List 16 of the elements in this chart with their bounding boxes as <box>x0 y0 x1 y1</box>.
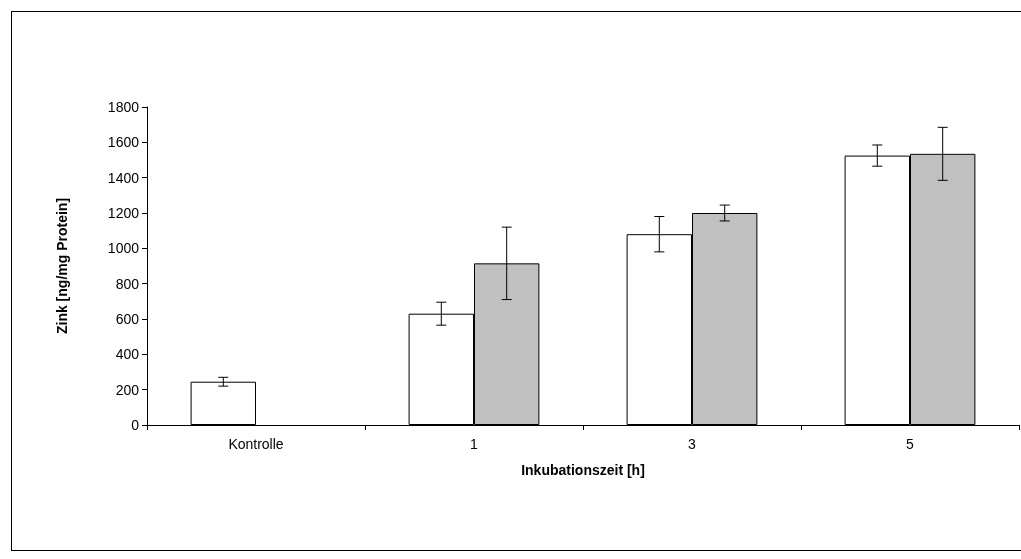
y-tick-label: 1000 <box>107 240 140 257</box>
y-tick-label: 200 <box>115 381 140 398</box>
x-tick-label: 3 <box>688 436 697 452</box>
x-tick-label: 5 <box>906 436 915 452</box>
y-tick-label: 1200 <box>107 205 140 221</box>
y-tick-label: 1600 <box>107 134 140 151</box>
y-tick-label: 600 <box>115 311 140 327</box>
y-tick-label: 0 <box>131 417 140 433</box>
y-tick-label: 800 <box>115 275 140 292</box>
x-tick-label: Kontrolle <box>228 436 284 452</box>
y-tick-label: 1400 <box>107 169 140 186</box>
y-tick-label: 1800 <box>107 99 140 115</box>
y-axis-title: Zink [ng/mg Protein] <box>54 197 70 335</box>
y-tick-label: 400 <box>115 346 140 363</box>
x-axis-title: Inkubationszeit [h] <box>521 462 645 478</box>
x-tick-label: 1 <box>470 436 479 452</box>
